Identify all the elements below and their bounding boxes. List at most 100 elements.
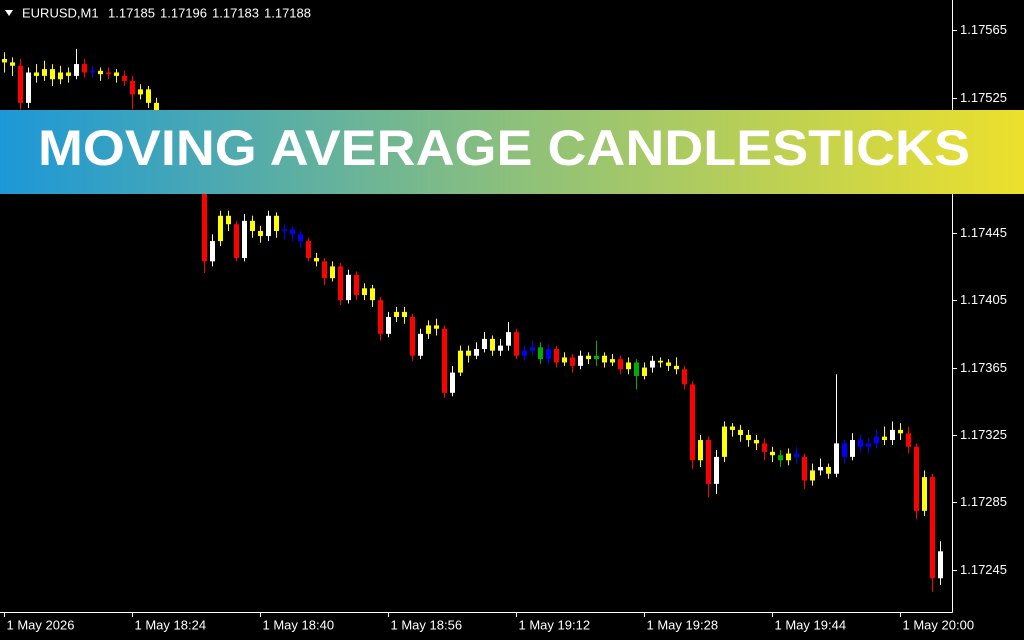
candle-body bbox=[346, 274, 351, 301]
candle-body bbox=[738, 429, 743, 435]
candle-body bbox=[426, 325, 431, 334]
candle-body bbox=[138, 89, 143, 95]
candle-body bbox=[106, 72, 111, 75]
candle-body bbox=[586, 355, 591, 360]
candle-body bbox=[850, 440, 855, 457]
candle-body bbox=[122, 75, 127, 81]
candle-body bbox=[786, 453, 791, 461]
x-tick-label: 1 May 19:12 bbox=[519, 617, 591, 632]
candle-body bbox=[130, 80, 135, 95]
candle-body bbox=[842, 443, 847, 457]
candle-body bbox=[314, 257, 319, 262]
candle-body bbox=[322, 261, 327, 279]
candle-body bbox=[402, 311, 407, 317]
candle-body bbox=[10, 62, 15, 66]
candle-body bbox=[682, 369, 687, 385]
candle-body bbox=[82, 64, 87, 73]
candle-body bbox=[154, 102, 159, 115]
candle-body bbox=[802, 456, 807, 481]
candle-body bbox=[562, 357, 567, 363]
y-tick-label: 1.17445 bbox=[960, 225, 1007, 240]
candle-body bbox=[714, 456, 719, 484]
candle-body bbox=[266, 215, 271, 237]
candle-body bbox=[930, 477, 935, 579]
candle-body bbox=[202, 180, 207, 262]
candle-body bbox=[770, 451, 775, 456]
candle-body bbox=[298, 234, 303, 242]
quote-value: 1.17188 bbox=[264, 5, 311, 20]
candle-body bbox=[250, 220, 255, 231]
candle-body bbox=[778, 455, 783, 461]
candle-body bbox=[602, 355, 607, 363]
candle-body bbox=[234, 224, 239, 258]
candle-body bbox=[90, 70, 95, 73]
candle-body bbox=[794, 453, 799, 457]
candle-body bbox=[570, 357, 575, 366]
candle-body bbox=[922, 477, 927, 511]
candle-body bbox=[418, 333, 423, 356]
candle-body bbox=[66, 72, 71, 76]
quote: 1.17185 1.17196 1.17183 1.17188 bbox=[108, 5, 311, 20]
candle-body bbox=[858, 440, 863, 447]
candle-body bbox=[874, 436, 879, 444]
candle-body bbox=[658, 360, 663, 363]
quote-value: 1.17183 bbox=[212, 5, 259, 20]
candle-body bbox=[370, 288, 375, 301]
candle-body bbox=[490, 338, 495, 351]
candle-body bbox=[274, 215, 279, 231]
chart-title: EURUSD,M1 bbox=[22, 5, 99, 20]
candle-body bbox=[506, 332, 511, 346]
candle-body bbox=[818, 467, 823, 471]
candle-body bbox=[98, 70, 103, 75]
candle-body bbox=[914, 446, 919, 511]
menu-triangle[interactable] bbox=[5, 10, 13, 16]
x-tick-label: 1 May 19:44 bbox=[775, 617, 847, 632]
candle-body bbox=[810, 470, 815, 481]
banner bbox=[0, 110, 1024, 194]
candle-body bbox=[514, 332, 519, 356]
candle-body bbox=[666, 362, 671, 366]
x-tick-label: 1 May 2026 bbox=[7, 617, 75, 632]
candle-body bbox=[706, 440, 711, 484]
candle-body bbox=[290, 229, 295, 235]
candle-body bbox=[522, 350, 527, 356]
candle-body bbox=[466, 350, 471, 356]
x-tick-label: 1 May 18:40 bbox=[263, 617, 335, 632]
x-tick-label: 1 May 18:56 bbox=[391, 617, 463, 632]
candle-body bbox=[906, 433, 911, 447]
candle-body bbox=[890, 429, 895, 441]
candle-body bbox=[866, 443, 871, 447]
y-tick-label: 1.17245 bbox=[960, 562, 1007, 577]
candle-body bbox=[762, 443, 767, 452]
candle-body bbox=[306, 241, 311, 258]
candle-body bbox=[938, 551, 943, 579]
candle-body bbox=[898, 429, 903, 434]
candle-body bbox=[834, 443, 839, 474]
candle-body bbox=[42, 69, 47, 76]
candle-body bbox=[434, 325, 439, 329]
candle-body bbox=[242, 220, 247, 258]
candle-body bbox=[482, 338, 487, 349]
candle-body bbox=[634, 362, 639, 376]
candle-body bbox=[386, 316, 391, 334]
x-tick-label: 1 May 19:28 bbox=[647, 617, 719, 632]
candle-body bbox=[458, 350, 463, 373]
candle-body bbox=[674, 365, 679, 370]
candle-body bbox=[498, 345, 503, 351]
banner-text: MOVING AVERAGE CANDLESTICKS bbox=[38, 120, 970, 176]
candle-body bbox=[450, 372, 455, 393]
candle-body bbox=[330, 266, 335, 279]
candle-body bbox=[650, 360, 655, 368]
candle-body bbox=[826, 467, 831, 474]
candle-body bbox=[530, 347, 535, 351]
candle-body bbox=[146, 89, 151, 103]
plot-area bbox=[2, 48, 943, 592]
candle-body bbox=[690, 384, 695, 461]
x-tick-label: 1 May 18:24 bbox=[135, 617, 207, 632]
y-tick-label: 1.17365 bbox=[960, 360, 1007, 375]
candle-body bbox=[362, 288, 367, 296]
candle-body bbox=[50, 69, 55, 80]
candle-body bbox=[282, 229, 287, 231]
